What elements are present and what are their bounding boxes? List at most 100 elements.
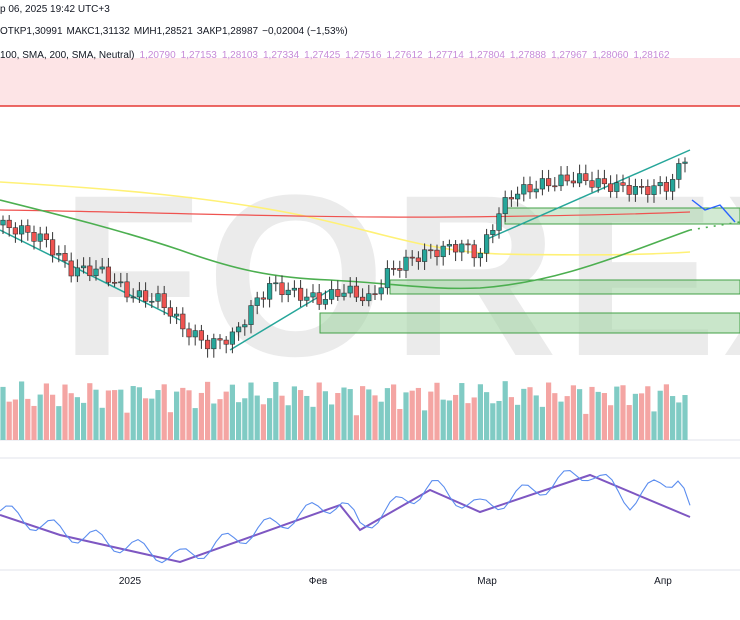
volume-bar [577, 389, 583, 440]
candle [68, 260, 74, 277]
volume-bar [211, 403, 217, 440]
indicator-value: 1,27425 [304, 50, 341, 61]
candle [328, 289, 335, 300]
volume-bar [645, 386, 651, 440]
volume-bar [639, 393, 645, 440]
candle [143, 290, 149, 302]
volume-bar [663, 384, 669, 440]
candle [682, 161, 688, 164]
indicator-value: 1,27714 [427, 50, 464, 61]
volume-bar [670, 396, 676, 440]
volume-bar [682, 395, 688, 440]
volume-bar [186, 390, 192, 440]
candle [366, 293, 372, 302]
volume-bar [632, 393, 638, 440]
volume-bar [174, 391, 180, 440]
candle [0, 219, 6, 226]
volume-bar [595, 391, 601, 440]
volume-bar [285, 405, 291, 440]
forecast-arrow [691, 199, 736, 223]
candle [43, 233, 49, 240]
candle [205, 339, 211, 350]
candle [434, 249, 440, 258]
candle [521, 184, 527, 195]
volume-bar [521, 388, 527, 440]
support-zones [319, 207, 740, 334]
candle [514, 193, 521, 200]
candle [502, 197, 508, 215]
volume-bar [81, 402, 87, 440]
volume-bar [124, 412, 130, 440]
candle [266, 283, 273, 300]
candle [12, 227, 18, 235]
candle [390, 268, 397, 270]
candle [607, 183, 614, 192]
indicator-value: 1,27334 [262, 50, 300, 61]
candle [285, 289, 291, 296]
volume-bar [180, 387, 186, 440]
volume-bar [446, 400, 452, 440]
candle [669, 179, 676, 192]
volume-bar [428, 391, 434, 440]
volume-bar [372, 395, 378, 440]
volume-bar [0, 386, 6, 440]
volume-bar [608, 405, 614, 440]
indicator-value: 1,27153 [180, 50, 217, 61]
indicator-value: 1,27804 [468, 50, 505, 61]
candle [167, 307, 174, 317]
volume-bar [552, 393, 558, 440]
candle [316, 292, 322, 305]
indicator-value: 1,27888 [509, 50, 547, 61]
time-label: 2025 [119, 576, 142, 587]
volume-bar [415, 387, 421, 440]
volume-bar [19, 381, 25, 440]
candle [657, 182, 663, 187]
volume-bar [316, 382, 322, 440]
candle [483, 234, 490, 254]
volume-bar [589, 386, 595, 440]
volume-bar [347, 389, 353, 440]
header-ohlc: ОТКР1,30991 МАКС1,31132 МИН1,28521 ЗАКР1,28… [0, 26, 352, 37]
candle [93, 268, 99, 277]
volume-bar [397, 408, 403, 440]
candle [626, 185, 632, 195]
indicator-name: 100, SMA, 200, SMA, Neutral) [0, 50, 135, 61]
ohlc-field: МИН1,28521 [133, 26, 193, 37]
volume-bar [322, 391, 328, 440]
volume-bar [62, 384, 68, 440]
volume-bar [558, 401, 564, 440]
volume-bar [236, 402, 242, 440]
candle [595, 178, 601, 188]
candle [31, 232, 37, 242]
indicator-value: 1,20790 [139, 50, 176, 61]
volume-bar [409, 390, 415, 440]
candle [49, 239, 56, 256]
candle [372, 293, 378, 295]
volume-bar [335, 393, 341, 440]
candle [304, 296, 310, 301]
time-axis: 2025 Фев Мар Апр [119, 576, 672, 587]
indicator-value: 1,28103 [221, 50, 258, 61]
candle [198, 330, 205, 341]
candle [353, 285, 360, 298]
volume-bar [459, 383, 465, 440]
ohlc-field: ЗАКР1,28987 [196, 26, 259, 37]
volume-bar [242, 398, 248, 440]
candle [409, 256, 415, 259]
zone [319, 312, 740, 334]
volume-bar [149, 398, 155, 440]
candle [440, 245, 446, 258]
volume-bar [564, 396, 570, 440]
candle [335, 289, 341, 297]
oscillator [0, 470, 691, 564]
volume-bar [118, 389, 124, 440]
candle [651, 185, 657, 195]
volume-bar [601, 393, 607, 440]
volume-bar [539, 406, 545, 440]
candle [211, 338, 217, 350]
candle [186, 328, 192, 338]
candles [0, 157, 688, 358]
volume-bar [56, 406, 62, 440]
candle [248, 305, 254, 325]
volume-bar [192, 408, 198, 440]
